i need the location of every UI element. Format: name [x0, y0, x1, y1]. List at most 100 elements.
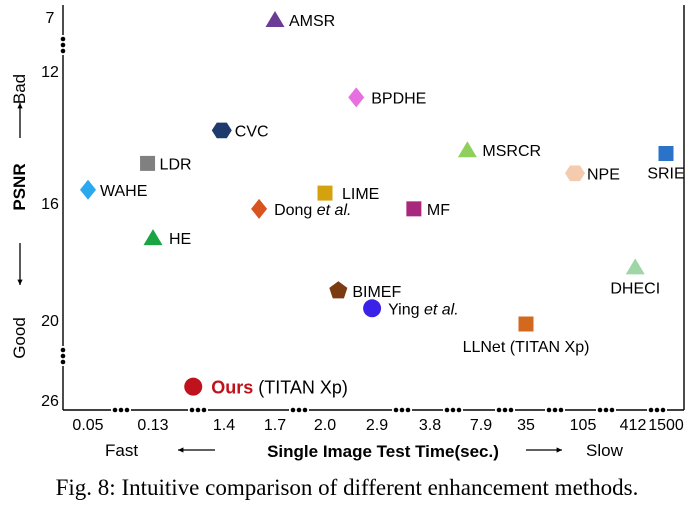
y-tick-label: 20 [41, 313, 59, 330]
arrowhead-icon [556, 447, 562, 453]
point-amsr: AMSR [265, 11, 335, 30]
x-axis-title: Single Image Test Time(sec.) [267, 442, 499, 461]
x-axis-left-label: Fast [105, 441, 138, 460]
point-label-text: AMSR [289, 13, 335, 30]
data-points: AMSR BPDHE CVC MSRCR SRIE LDR NPE WAHE LIMEDong … [80, 11, 685, 398]
axis-break-dot [399, 407, 405, 413]
y-axis-break-top [59, 35, 67, 55]
x-axis-break-6 [495, 406, 515, 414]
axis-break-dot [189, 407, 195, 413]
bad-arrow [17, 103, 23, 138]
point-ldr: LDR [140, 155, 192, 173]
axis-break-dot [296, 407, 302, 413]
axis-break-dot [195, 407, 201, 413]
y-tick-labels: 7 12 16 20 26 [41, 10, 59, 410]
x-tick-label: 35 [517, 417, 535, 434]
axis-break-dot [302, 407, 308, 413]
axis-break-dot [558, 407, 564, 413]
x-tick-label: 2.9 [366, 417, 388, 434]
point-label-cvc: CVC [235, 123, 269, 140]
point-label-italic: et al. [420, 301, 459, 318]
marker-amsr [265, 11, 285, 27]
point-lime: LIME [317, 185, 379, 203]
point-label-text: HE [169, 231, 191, 248]
x-tick-label: 1500 [648, 417, 684, 434]
axis-break-dot [60, 353, 66, 359]
point-srie: SRIE [647, 146, 685, 183]
slow-arrow [526, 447, 562, 453]
point-label-srie: SRIE [647, 166, 684, 183]
axis-labels: Single Image Test Time(sec.) Fast Slow Bad P… [10, 74, 624, 461]
fast-arrow [178, 447, 215, 453]
good-arrow [17, 243, 23, 285]
point-label-text: BIMEF [352, 284, 401, 301]
y-tick-label: 12 [41, 64, 59, 81]
y-axis-top-label: Bad [10, 74, 29, 104]
marker-he [143, 229, 163, 246]
y-tick-label: 16 [41, 196, 59, 213]
point-label-npe: NPE [587, 166, 620, 183]
point-dheci: DHECI [610, 258, 660, 297]
axis-break-dot [60, 359, 66, 365]
point-label-text: WAHE [100, 183, 147, 200]
axis-break-dot [654, 407, 660, 413]
point-bpdhe: BPDHE [348, 87, 426, 108]
axes [59, 5, 685, 414]
axis-break-dot [201, 407, 207, 413]
x-axis-break-1 [111, 406, 131, 414]
point-msrcr: MSRCR [457, 141, 541, 160]
x-tick-label: 1.7 [264, 417, 286, 434]
axis-break-dot [405, 407, 411, 413]
axis-break-dot [597, 407, 603, 413]
point-ying-et-al: Ying et al. [363, 299, 459, 318]
y-axis-bottom-label: Good [10, 317, 29, 359]
axis-break-dot [444, 407, 450, 413]
x-tick-label: 2.0 [314, 417, 336, 434]
marker-wahe [80, 179, 96, 200]
arrowhead-icon [178, 447, 184, 453]
point-label-bimef: BIMEF [352, 284, 401, 301]
x-tick-label: 1.4 [213, 417, 235, 434]
point-label-text: LLNet (TITAN Xp) [463, 339, 590, 356]
point-label-msrcr: MSRCR [482, 143, 541, 160]
point-label-text: LIME [342, 186, 379, 203]
axis-break-dot [603, 407, 609, 413]
marker-dong-et-al [251, 198, 268, 219]
x-tick-labels: 0.05 0.13 1.4 1.7 2.0 2.9 3.8 7.9 35 105 412 1500 [72, 417, 683, 434]
x-axis-break-3 [289, 406, 309, 414]
x-tick-label: 7.9 [470, 417, 492, 434]
axis-break-dot [60, 42, 66, 48]
y-tick-label: 7 [46, 10, 55, 27]
axis-break-dot [60, 36, 66, 42]
point-label-ldr: LDR [160, 156, 192, 173]
point-cvc: CVC [211, 122, 269, 140]
point-dong-et-al: Dong et al. [251, 198, 351, 219]
x-axis-break-2 [188, 406, 208, 414]
point-he: HE [143, 229, 191, 248]
x-axis-break-4 [392, 406, 412, 414]
point-label-bpdhe: BPDHE [371, 90, 426, 107]
marker-llnet-titan-xp [518, 316, 534, 332]
axis-break-dot [660, 407, 666, 413]
x-axis-break-8 [596, 406, 616, 414]
point-label-dheci: DHECI [610, 280, 660, 297]
arrowhead-icon [17, 279, 23, 285]
axis-break-dot [502, 407, 508, 413]
point-label-text: MSRCR [482, 143, 541, 160]
axis-break-dot [648, 407, 654, 413]
x-axis-break-7 [545, 406, 565, 414]
point-label-text: Ours [211, 378, 253, 398]
axis-break-dot [60, 48, 66, 54]
point-label-dong-et-al: Dong et al. [274, 202, 351, 219]
point-npe: NPE [565, 165, 620, 183]
x-tick-label: 412 [620, 417, 647, 434]
axis-break-dot [546, 407, 552, 413]
axis-break-dot [118, 407, 124, 413]
point-label-llnet-titan-xp: LLNet (TITAN Xp) [463, 339, 590, 356]
point-label-text: BPDHE [371, 90, 426, 107]
figure-caption: Fig. 8: Intuitive comparison of differen… [55, 475, 639, 500]
axis-break-dot [290, 407, 296, 413]
point-label-italic: et al. [312, 202, 351, 219]
point-label-ying-et-al: Ying et al. [388, 301, 459, 318]
point-label-he: HE [169, 231, 191, 248]
